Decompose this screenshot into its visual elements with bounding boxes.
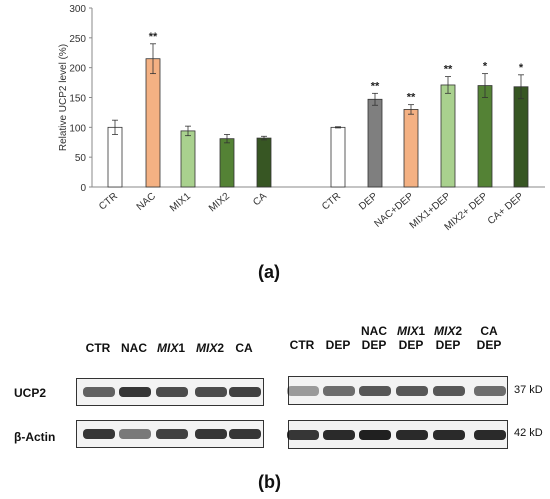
x-tick-label: MIX2 <box>207 191 232 215</box>
x-tick-label: CA <box>251 191 269 209</box>
x-tick-label: NAC <box>135 191 158 213</box>
blot-band <box>474 385 506 396</box>
bar <box>180 130 196 188</box>
bar-chart: 0 50 100 150 200 250 300 Relative UCP2 level (%… <box>58 4 545 233</box>
blot-band <box>396 385 428 396</box>
blot-band <box>156 387 188 397</box>
blot-band <box>83 387 115 397</box>
bar <box>477 85 493 188</box>
blot-band <box>359 385 391 396</box>
blot-band <box>433 385 465 396</box>
ucp2-blot-right <box>287 376 508 405</box>
bar <box>145 58 161 188</box>
significance-marker: ** <box>444 64 453 76</box>
significance-marker: ** <box>407 92 416 104</box>
actin-blot-left <box>76 420 264 448</box>
blot-lane-label-right: CTR <box>289 338 315 352</box>
blot-band <box>287 385 319 396</box>
blot-band <box>119 429 151 439</box>
significance-marker: * <box>519 62 524 74</box>
significance-marker: * <box>483 61 488 73</box>
y-tick-label: 0 <box>80 183 86 194</box>
y-tick-label: 300 <box>69 4 86 15</box>
x-tick-label: CA+ DEP <box>486 191 526 227</box>
blot-lane-label-left: CA <box>235 341 253 355</box>
blot-lane-label-right: NAC DEP <box>361 324 387 352</box>
x-tick-label: CTR <box>320 191 343 213</box>
y-tick-label: 200 <box>69 64 86 75</box>
blot-lane-label-right: DEP <box>325 338 351 352</box>
bar <box>219 138 235 188</box>
blot-lane-label-left: MIX1 <box>156 341 186 355</box>
bar <box>440 84 456 188</box>
blot-band <box>83 429 115 439</box>
blot-band <box>323 385 355 396</box>
blot-band <box>195 387 227 397</box>
blot-band <box>229 387 261 397</box>
blot-band <box>359 429 391 440</box>
actin-blot-right <box>287 420 508 449</box>
x-tick-label: CTR <box>97 191 120 213</box>
panel-label-b: (b) <box>258 472 281 492</box>
bar <box>513 86 529 188</box>
blot-lane-label-left: CTR <box>85 341 111 355</box>
blot-lane-label-left: NAC <box>121 341 147 355</box>
blot-band <box>396 429 428 440</box>
significance-marker: ** <box>149 31 158 43</box>
y-tick-label: 100 <box>69 123 86 134</box>
blot-band <box>195 429 227 439</box>
bar <box>107 126 123 188</box>
panel-label-a: (a) <box>258 262 280 282</box>
bar <box>330 126 346 188</box>
bar <box>367 98 383 188</box>
blot-row-label-ucp2: UCP2 <box>14 386 47 400</box>
y-tick-label: 150 <box>69 94 86 105</box>
blot-band <box>474 429 506 440</box>
blot-band <box>119 387 151 397</box>
y-tick-label: 250 <box>69 34 86 45</box>
blot-lane-label-left: MIX2 <box>195 341 225 355</box>
blot-band <box>229 429 261 439</box>
blot-band <box>287 429 319 440</box>
kd-label-42: 42 kD <box>514 427 543 439</box>
bar <box>256 137 272 188</box>
blot-band <box>156 429 188 439</box>
significance-marker: ** <box>371 80 380 92</box>
blot-row-label-actin: β-Actin <box>14 430 56 444</box>
ucp2-blot-left <box>76 378 264 406</box>
x-tick-label: DEP <box>357 191 380 213</box>
x-tick-label: MIX1 <box>168 191 193 215</box>
kd-label-37: 37 kD <box>514 384 543 396</box>
blot-lane-label-right: MIX1 DEP <box>396 324 426 352</box>
blot-lane-label-right: MIX2 DEP <box>433 324 463 352</box>
blot-band <box>433 429 465 440</box>
blot-lane-label-right: CA DEP <box>476 324 502 352</box>
blot-band <box>323 429 355 440</box>
bar <box>403 109 419 188</box>
y-tick-label: 50 <box>75 153 87 164</box>
y-axis-label: Relative UCP2 level (%) <box>58 44 69 151</box>
